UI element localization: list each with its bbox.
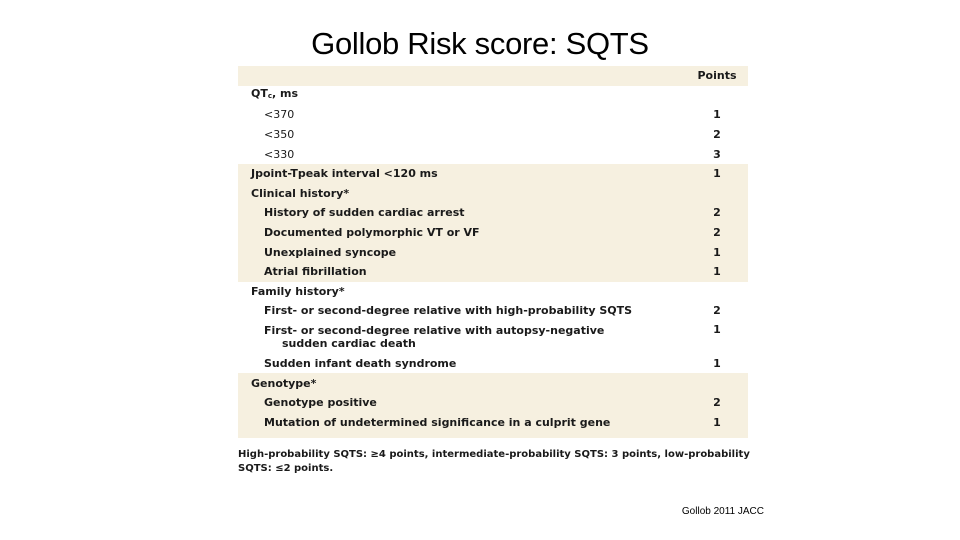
section-header-qtc: QTc, ms <box>238 85 748 106</box>
row-label: Mutation of undetermined significance in… <box>238 412 686 433</box>
table-row: First- or second-degree relative with au… <box>238 320 748 354</box>
table-footnote: High-probability SQTS: ≥4 points, interm… <box>238 449 750 474</box>
table-row: Sudden infant death syndrome 1 <box>238 353 748 374</box>
row-label: First- or second-degree relative with hi… <box>238 301 686 321</box>
section-header-genotype: Genotype* <box>238 373 748 393</box>
row-points: 1 <box>686 412 748 433</box>
row-points: 2 <box>686 222 748 243</box>
row-label: Documented polymorphic VT or VF <box>238 222 686 243</box>
row-label: Atrial fibrillation <box>238 261 686 282</box>
table-row-jpoint: Jpoint-Tpeak interval <120 ms 1 <box>238 163 748 184</box>
section-header-family: Family history* <box>238 281 748 302</box>
risk-score-table: Points QTc, ms <370 1 <350 2 <330 3 Jpoi… <box>238 66 748 439</box>
section-label: Family history* <box>238 281 686 302</box>
table-row: First- or second-degree relative with hi… <box>238 301 748 321</box>
slide-title: Gollob Risk score: SQTS <box>311 26 649 61</box>
section-header-clinical: Clinical history* <box>238 183 748 204</box>
section-label: Genotype* <box>238 373 686 393</box>
row-label: History of sudden cardiac arrest <box>238 203 686 223</box>
table-row: Genotype positive 2 <box>238 392 748 413</box>
row-points: 1 <box>686 163 748 184</box>
header-label-cell <box>238 66 686 86</box>
table-row: <350 2 <box>238 124 748 145</box>
table-row: Mutation of undetermined significance in… <box>238 412 748 433</box>
points-header: Points <box>686 66 748 86</box>
score-table: Points QTc, ms <370 1 <350 2 <330 3 Jpoi… <box>238 66 748 439</box>
row-points: 1 <box>686 105 748 125</box>
table-row: Atrial fibrillation 1 <box>238 261 748 282</box>
table-row: Documented polymorphic VT or VF 2 <box>238 222 748 243</box>
row-points: 2 <box>686 392 748 413</box>
row-label: Genotype positive <box>238 392 686 413</box>
row-label: <370 <box>238 105 686 125</box>
table-row: Unexplained syncope 1 <box>238 242 748 262</box>
row-points: 1 <box>686 242 748 262</box>
table-header-row: Points <box>238 66 748 86</box>
table-bottom-padding <box>238 432 748 439</box>
row-points: 2 <box>686 203 748 223</box>
row-label: <350 <box>238 124 686 145</box>
table-row: History of sudden cardiac arrest 2 <box>238 203 748 223</box>
row-label: Jpoint-Tpeak interval <120 ms <box>238 163 686 184</box>
row-points: 1 <box>686 320 748 354</box>
row-label: First- or second-degree relative with au… <box>238 320 686 354</box>
row-points: 3 <box>686 144 748 164</box>
table-row: <330 3 <box>238 144 748 164</box>
row-points: 2 <box>686 301 748 321</box>
qtc-label: QTc, ms <box>238 85 686 106</box>
row-points: 2 <box>686 124 748 145</box>
row-points: 1 <box>686 353 748 374</box>
row-label: <330 <box>238 144 686 164</box>
row-label: Unexplained syncope <box>238 242 686 262</box>
table-row: <370 1 <box>238 105 748 125</box>
section-label: Clinical history* <box>238 183 686 204</box>
row-label: Sudden infant death syndrome <box>238 353 686 374</box>
citation: Gollob 2011 JACC <box>681 506 764 517</box>
row-points: 1 <box>686 261 748 282</box>
